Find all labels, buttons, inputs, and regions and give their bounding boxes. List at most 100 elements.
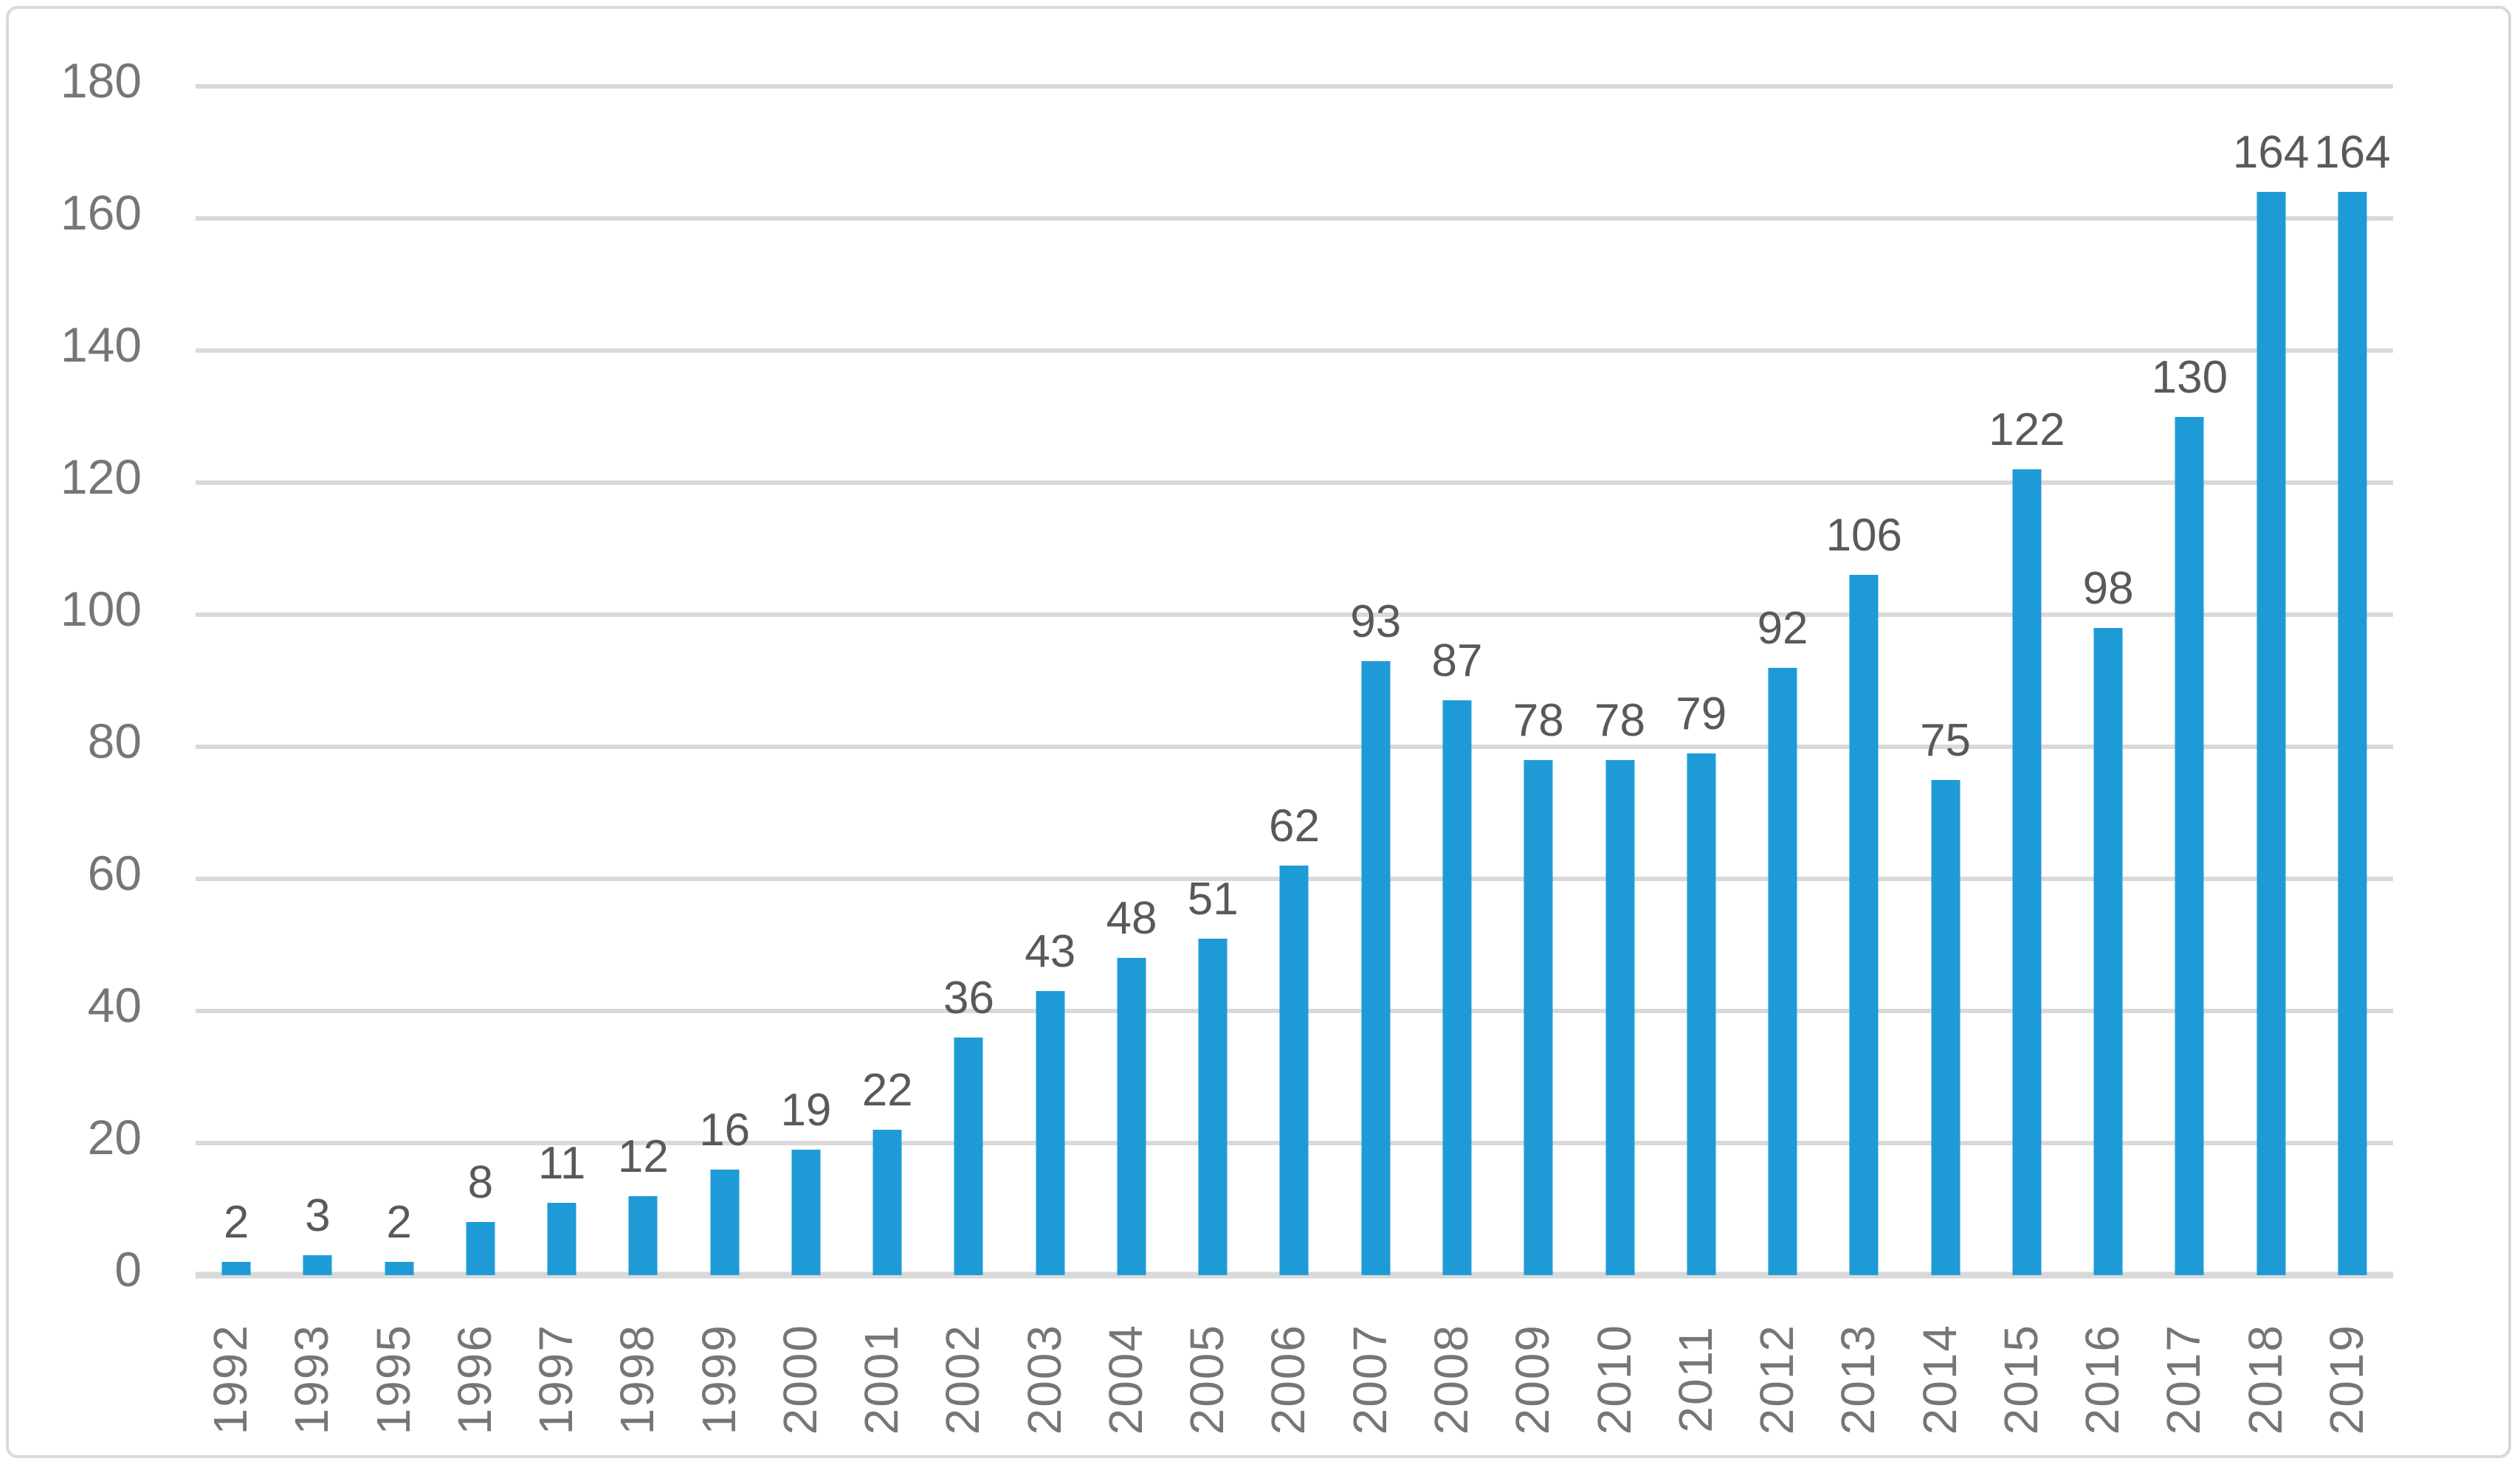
bar-column: 98 [2068,86,2149,1275]
bar-value-label: 48 [1106,893,1157,945]
x-tick-cell: 2013 [1817,1294,1898,1464]
gridline [196,480,2393,485]
bar [1117,958,1146,1275]
bar [2012,469,2042,1275]
bar [2093,627,2123,1275]
bar [1361,660,1391,1275]
y-tick-label: 60 [87,846,142,900]
bar-value-label: 92 [1757,602,1808,654]
bar-value-label: 8 [467,1157,494,1209]
bar-column: 2 [196,86,277,1275]
x-tick-cell: 1997 [515,1294,596,1464]
bar [1931,779,1960,1275]
bar-value-label: 16 [699,1104,751,1156]
bar-column: 16 [684,86,765,1275]
bar-value-label: 93 [1350,596,1402,647]
bar-column: 130 [2149,86,2230,1275]
bar-column: 164 [2312,86,2393,1275]
x-tick-cell: 1993 [271,1294,352,1464]
bar-column: 48 [1091,86,1172,1275]
x-tick-cell: 2018 [2224,1294,2305,1464]
bar-column: 51 [1172,86,1253,1275]
x-tick-cell: 2001 [841,1294,922,1464]
bar [710,1169,740,1275]
gridline [196,84,2393,89]
bar-value-label: 79 [1676,688,1727,739]
bar [954,1037,983,1275]
x-tick-label: 1998 [610,1323,664,1435]
x-tick-label: 2007 [1343,1323,1397,1435]
bar [1768,667,1797,1275]
x-tick-label: 1992 [204,1323,258,1435]
bar-value-label: 22 [861,1065,913,1116]
bar [872,1130,902,1275]
x-tick-label: 2006 [1261,1323,1315,1435]
bar [221,1262,251,1275]
x-tick-label: 2000 [773,1323,827,1435]
bar [385,1262,414,1275]
bar [1687,753,1716,1275]
bar-value-label: 130 [2151,351,2228,403]
bar [2256,192,2286,1275]
y-tick-label: 20 [87,1110,142,1164]
bar [1442,700,1472,1275]
bar-value-label: 2 [223,1197,249,1249]
bar-column: 11 [521,86,602,1275]
gridline [196,612,2393,617]
x-tick-cell: 1992 [190,1294,271,1464]
bar-value-label: 62 [1269,801,1320,852]
bar-value-label: 36 [943,972,994,1024]
x-tick-cell: 2011 [1655,1294,1736,1464]
bar-value-label: 11 [537,1137,586,1189]
bar [1279,866,1309,1275]
x-tick-cell: 2000 [760,1294,841,1464]
bar-value-label: 98 [2082,562,2134,614]
bar-value-label: 122 [1989,404,2065,456]
x-tick-label: 2001 [855,1323,909,1435]
gridline [196,745,2393,749]
bar-value-label: 78 [1512,694,1564,746]
x-tick-cell: 2016 [2062,1294,2143,1464]
bar-column: 79 [1661,86,1742,1275]
bar-value-label: 51 [1187,873,1239,925]
y-tick-label: 80 [87,714,142,768]
bar-column: 93 [1335,86,1416,1275]
x-tick-label: 2008 [1425,1323,1478,1435]
bar-column: 78 [1498,86,1579,1275]
x-tick-cell: 2008 [1411,1294,1492,1464]
x-tick-cell: 2010 [1573,1294,1654,1464]
bar-value-label: 2 [386,1197,412,1249]
bar-column: 22 [847,86,928,1275]
bar [1036,991,1065,1275]
x-tick-label: 2019 [2319,1323,2373,1435]
bar-column: 87 [1416,86,1498,1275]
x-tick-label: 2013 [1831,1323,1885,1435]
y-tick-label: 160 [60,185,142,240]
x-axis-line [196,1271,2393,1279]
x-tick-label: 1996 [447,1323,501,1435]
x-tick-cell: 2006 [1247,1294,1329,1464]
x-tick-label: 2010 [1587,1323,1641,1435]
bar-column: 164 [2230,86,2311,1275]
bar [303,1255,332,1275]
bar-value-label: 164 [2232,127,2310,179]
x-tick-label: 2005 [1180,1323,1234,1435]
x-tick-cell: 2003 [1004,1294,1085,1464]
bar-value-label: 75 [1920,714,1972,766]
bar-column: 2 [359,86,440,1275]
bar-value-label: 12 [617,1131,669,1182]
x-tick-cell: 2012 [1736,1294,1817,1464]
y-tick-label: 120 [60,449,142,504]
bar-value-label: 164 [2314,127,2391,179]
x-tick-cell: 2005 [1166,1294,1247,1464]
x-tick-cell: 2007 [1329,1294,1411,1464]
x-tick-cell: 2004 [1085,1294,1166,1464]
plot-area: 2 3 2 8 11 12 16 19 22 36 43 48 51 62 93 87 78 78 79 92 106 7… [196,84,2393,1279]
bar [1605,759,1635,1275]
y-tick-label: 140 [60,317,142,372]
x-tick-cell: 2015 [1980,1294,2062,1464]
x-tick-label: 1993 [285,1323,339,1435]
x-tick-label: 2017 [2157,1323,2211,1435]
bar-column: 8 [440,86,521,1275]
x-tick-label: 2003 [1017,1323,1071,1435]
